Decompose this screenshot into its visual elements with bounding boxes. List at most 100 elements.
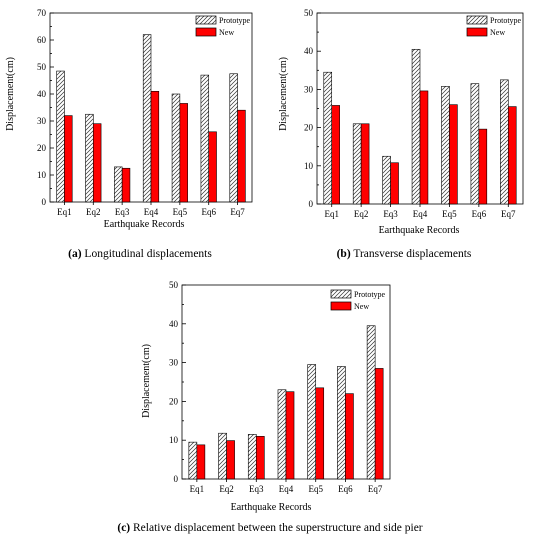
chart-b-ytick-label: 50: [304, 8, 314, 18]
chart-c-ytick-label: 0: [174, 474, 179, 484]
chart-a-ytick-label: 10: [37, 170, 47, 180]
chart-c-bar-eq1-new: [196, 444, 206, 480]
chart-c-caption: (c) Relative displacement between the su…: [117, 522, 422, 534]
chart-c-bar-eq7-new: [374, 368, 384, 480]
chart-b-ytick-label: 10: [304, 161, 314, 171]
chart-b-xtick-label: Eq5: [442, 209, 457, 219]
chart-c-ytick-label: 40: [169, 319, 179, 329]
chart-b-xtick-label: Eq3: [383, 209, 398, 219]
chart-a-legend-new-swatch: [195, 27, 217, 37]
chart-a-xtick-label: Eq1: [57, 207, 72, 217]
chart-b-legend-new-label: New: [490, 28, 505, 37]
chart-b: 0 10 20 30 40 50 Eq1 Eq2 Eq3 Eq4 Eq5 Eq6 Eq7 Displac…: [278, 8, 524, 260]
chart-c-bar-eq5-new: [315, 387, 325, 480]
chart-c-bar-eq4-new: [285, 391, 295, 480]
chart-c-xtick-label: Eq7: [368, 484, 383, 494]
chart-c-legend-prototype-label: Prototype: [354, 290, 386, 299]
chart-b-ytick-label: 40: [304, 46, 314, 56]
chart-c-ylabel: Displacement(cm): [141, 344, 152, 418]
chart-b-xtick-label: Eq7: [501, 209, 516, 219]
chart-c-bar-eq5-prototype: [307, 364, 317, 480]
chart-b-bar-eq1-prototype: [323, 71, 333, 205]
chart-c-legend-prototype-swatch: [330, 289, 352, 299]
chart-b-legend: Prototype New: [466, 15, 522, 37]
chart-b-bar-eq4-new: [419, 90, 429, 205]
chart-c-bar-eq4-prototype: [277, 389, 287, 480]
chart-b-legend-prototype-swatch: [466, 15, 488, 25]
chart-b-bar-eq2-prototype: [352, 123, 362, 205]
chart-b-bar-eq5-prototype: [441, 86, 450, 205]
chart-a: 0 10 20 30 40 50 60 70 Eq1 Eq2 Eq3 Eq4 Eq5 Eq6 Eq7 Dis…: [5, 8, 253, 260]
chart-b-bar-eq7-prototype: [500, 79, 509, 205]
chart-a-bar-eq4-prototype: [142, 34, 152, 203]
chart-b-bar-eq7-new: [507, 106, 517, 205]
chart-a-bar-eq5-prototype: [171, 93, 181, 203]
chart-a-ytick-label: 70: [37, 8, 47, 18]
chart-b-bar-eq3-new: [390, 162, 399, 205]
chart-b-xtick-label: Eq4: [413, 209, 428, 219]
chart-a-bar-eq1-new: [64, 115, 73, 203]
chart-c-ytick-label: 30: [169, 358, 179, 368]
chart-b-caption-text: Transverse displacements: [351, 248, 472, 260]
chart-c-bar-eq6-new: [345, 393, 354, 480]
chart-a-bar-eq1-prototype: [56, 70, 65, 203]
chart-a-xtick-label: Eq7: [230, 207, 245, 217]
chart-c-legend-new-swatch: [330, 301, 352, 311]
chart-a-legend-new-label: New: [219, 28, 234, 37]
chart-c-bar-eq6-prototype: [337, 366, 346, 480]
chart-c-xtick-label: Eq1: [190, 484, 205, 494]
chart-b-ytick-label: 0: [309, 199, 314, 209]
chart-a-xtick-label: Eq5: [173, 207, 188, 217]
chart-a-legend-prototype-swatch: [195, 15, 217, 25]
chart-a-bar-eq7-prototype: [229, 73, 238, 203]
chart-a-bar-eq5-new: [179, 103, 188, 203]
chart-c-bar-eq2-prototype: [218, 432, 227, 480]
chart-c-bar-eq2-new: [226, 440, 235, 480]
chart-c-bar-eq1-prototype: [188, 441, 198, 480]
chart-b-caption-label: (b): [337, 248, 351, 260]
chart-c-caption-text: Relative displacement between the supers…: [130, 522, 423, 534]
chart-a-bar-eq3-new: [121, 167, 131, 203]
chart-c-ytick-label: 10: [169, 435, 179, 445]
chart-c-legend: Prototype New: [330, 289, 386, 311]
chart-a-bar-eq2-prototype: [85, 113, 94, 203]
chart-a-bar-eq6-prototype: [200, 74, 210, 203]
chart-a-ytick-label: 30: [37, 116, 47, 126]
chart-c-legend-new-label: New: [354, 302, 369, 311]
chart-a-xtick-label: Eq4: [144, 207, 159, 217]
chart-c-xtick-label: Eq6: [338, 484, 353, 494]
chart-a-bar-eq7-new: [237, 109, 246, 203]
chart-b-xtick-label: Eq2: [354, 209, 369, 219]
chart-a-bar-eq3-prototype: [114, 166, 123, 203]
chart-b-legend-prototype-label: Prototype: [490, 16, 522, 25]
chart-b-bar-eq4-prototype: [411, 48, 421, 205]
chart-b-caption: (b) Transverse displacements: [337, 248, 472, 260]
chart-a-ytick-label: 0: [42, 197, 47, 207]
chart-c-bar-eq7-prototype: [366, 325, 376, 480]
chart-a-plot: 0 10 20 30 40 50 60 70 Eq1 Eq2 Eq3 Eq4 Eq5 Eq6 Eq7: [37, 8, 253, 217]
chart-c-bar-eq3-prototype: [247, 434, 257, 480]
chart-b-bar-eq1-new: [331, 105, 340, 205]
chart-a-caption-label: (a): [68, 248, 82, 260]
chart-a-xtick-label: Eq3: [115, 207, 130, 217]
chart-a-bar-eq4-new: [150, 91, 160, 203]
chart-a-legend: Prototype New: [195, 15, 251, 37]
chart-b-xtick-label: Eq1: [324, 209, 339, 219]
chart-c-xtick-label: Eq5: [308, 484, 323, 494]
chart-c-xtick-label: Eq4: [279, 484, 294, 494]
chart-a-ytick-label: 50: [37, 62, 47, 72]
chart-c: 0 10 20 30 40 50 Eq1 Eq2 Eq3 Eq4 Eq5 Eq6 Eq7 Displac…: [117, 280, 422, 534]
chart-b-ytick-label: 30: [304, 84, 314, 94]
chart-b-bar-eq5-new: [449, 104, 458, 205]
chart-b-legend-new-swatch: [466, 27, 488, 37]
chart-c-ytick-label: 20: [169, 396, 179, 406]
chart-b-plot: 0 10 20 30 40 50 Eq1 Eq2 Eq3 Eq4 Eq5 Eq6 Eq7: [304, 8, 524, 219]
chart-b-ytick-label: 20: [304, 123, 314, 133]
chart-b-ylabel: Displacement(cm): [278, 57, 289, 131]
chart-b-xlabel: Earthquake Records: [379, 225, 460, 236]
chart-b-bar-eq6-prototype: [470, 83, 480, 205]
chart-a-legend-prototype-label: Prototype: [219, 16, 251, 25]
chart-c-caption-label: (c): [117, 522, 130, 534]
chart-b-bar-eq6-new: [478, 128, 488, 205]
